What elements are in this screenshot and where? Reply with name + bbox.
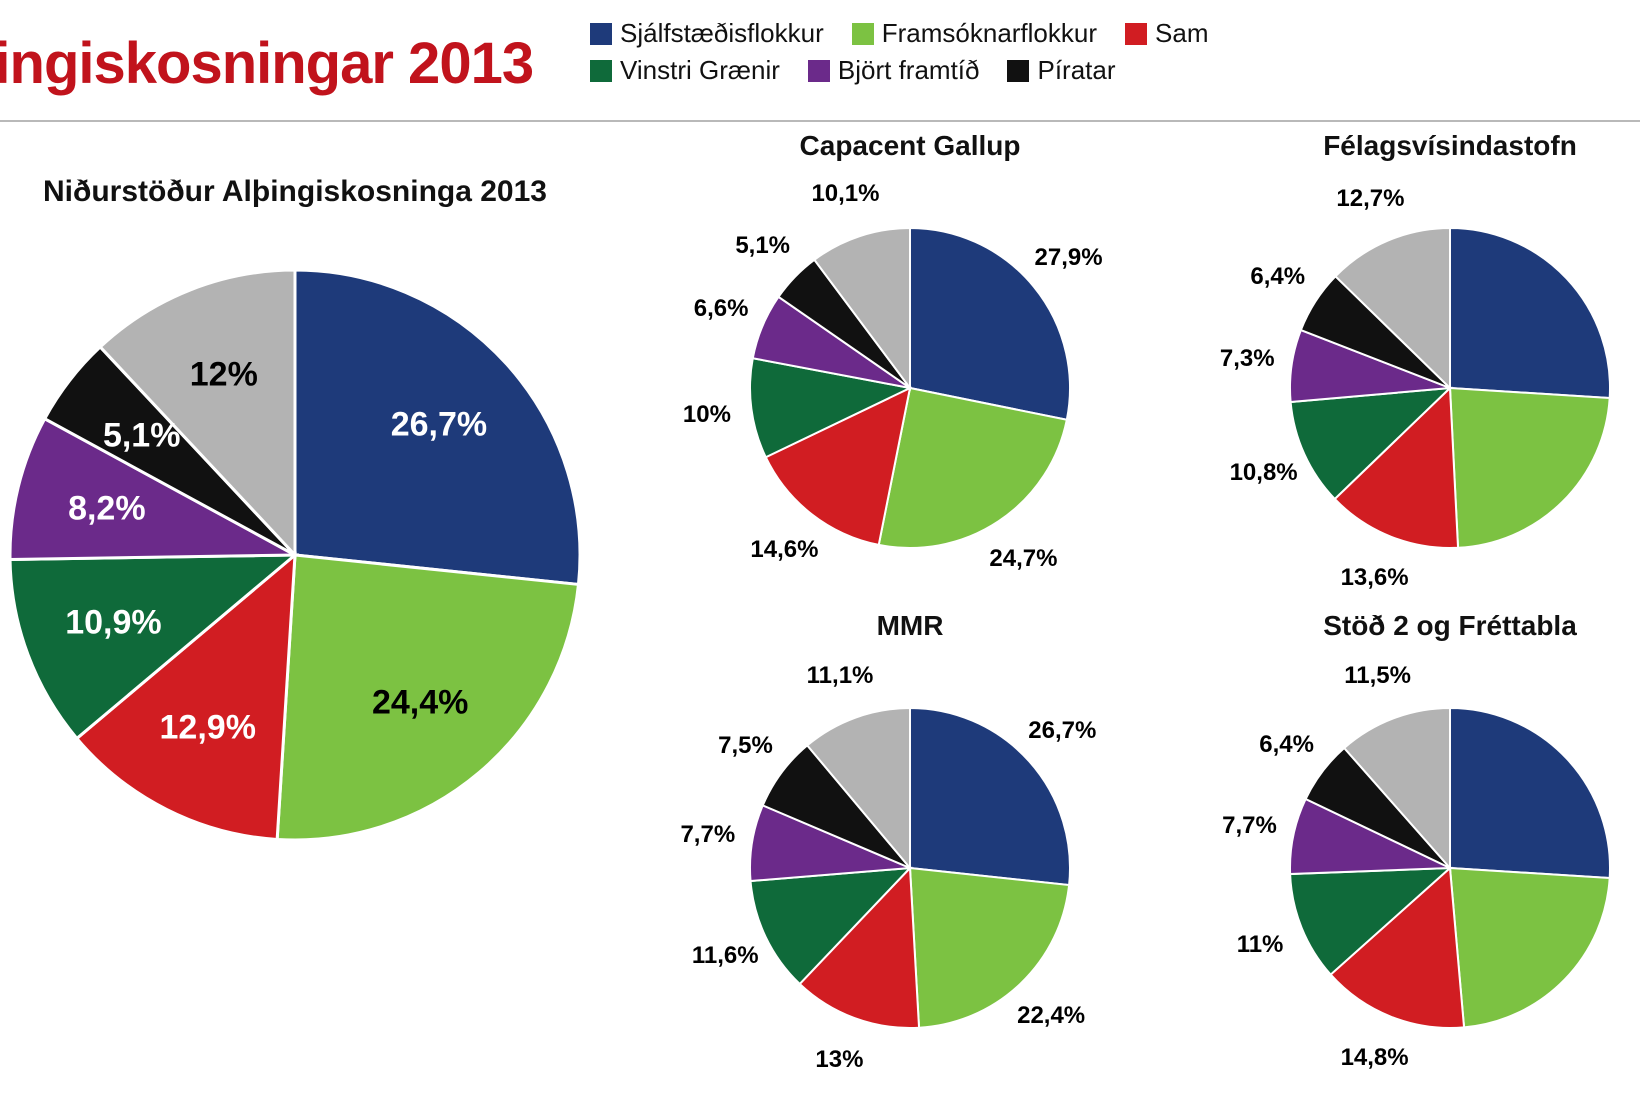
legend-item: Framsóknarflokkur (852, 18, 1097, 49)
pie-svg (10, 225, 580, 885)
legend-label: Sjálfstæðisflokkur (620, 18, 824, 49)
legend-swatch (808, 60, 830, 82)
pie-label: 10,8% (1230, 459, 1298, 487)
pie-label: 10,1% (811, 180, 879, 208)
pie-container: 13,6% 10,8% 7,3% 6,4% 12,7% (1200, 178, 1640, 598)
legend-swatch (852, 23, 874, 45)
legend-item: Sjálfstæðisflokkur (590, 18, 824, 49)
pie-slice (1450, 228, 1610, 398)
pie-container: 14,8% 11% 7,7% 6,4% 11,5% (1200, 658, 1640, 1078)
pie-label: 8,2% (68, 489, 146, 528)
pie-label: 14,6% (750, 536, 818, 564)
pie-label: 7,7% (1222, 812, 1277, 840)
chart-mmr: MMR 26,7% 22,4% 13% 11,6% 7,7% 7,5% 11,1% (660, 610, 1160, 1078)
pie-label: 26,7% (391, 406, 487, 445)
pie-label: 27,9% (1035, 244, 1103, 272)
chart-title: Stöð 2 og Fréttabla (1200, 610, 1640, 642)
pie-label: 7,7% (680, 821, 735, 849)
divider (0, 120, 1640, 122)
pie-label: 22,4% (1017, 1002, 1085, 1030)
pie-slice (1450, 708, 1610, 878)
chart-title: Félagsvísindastofn (1200, 130, 1640, 162)
pie-slice (1450, 868, 1610, 1027)
legend-row-1: Sjálfstæðisflokkur Framsóknarflokkur Sam (590, 18, 1208, 49)
legend-label: Björt framtíð (838, 55, 980, 86)
pie-svg (1200, 178, 1640, 598)
pie-label: 11,1% (807, 662, 874, 690)
chart-title: Niðurstöður Alþingiskosninga 2013 (10, 175, 580, 209)
pie-container: 27,9% 24,7% 14,6% 10% 6,6% 5,1% 10,1% (660, 178, 1160, 598)
pie-container: 26,7% 24,4% 12,9% 10,9% 8,2% 5,1%12% (10, 225, 580, 885)
pie-label: 11,5% (1344, 662, 1411, 690)
pie-label: 14,8% (1341, 1044, 1409, 1072)
pie-label: 12% (190, 355, 258, 394)
legend-swatch (1125, 23, 1147, 45)
legend-item: Björt framtíð (808, 55, 980, 86)
pie-label: 12,7% (1336, 185, 1404, 213)
legend-label: Vinstri Grænir (620, 55, 780, 86)
pie-label: 7,3% (1220, 345, 1275, 373)
chart-gallup: Capacent Gallup 27,9% 24,7% 14,6% 10% 6,6% 5,1… (660, 130, 1160, 598)
chart-title: MMR (660, 610, 1160, 642)
pie-label: 26,7% (1028, 717, 1096, 745)
pie-label: 13% (815, 1046, 863, 1074)
legend-item: Píratar (1007, 55, 1115, 86)
pie-label: 10% (683, 401, 731, 429)
pie-label: 11% (1237, 931, 1284, 959)
pie-svg (1200, 658, 1640, 1078)
legend-row-2: Vinstri Grænir Björt framtíð Píratar (590, 55, 1208, 86)
pie-slice (1450, 388, 1610, 548)
pie-label: 24,7% (989, 545, 1057, 573)
legend-swatch (1007, 60, 1029, 82)
pie-label: 6,4% (1259, 731, 1314, 759)
pie-label: 13,6% (1341, 564, 1409, 592)
pie-label: 6,4% (1250, 263, 1305, 291)
chart-title: Capacent Gallup (660, 130, 1160, 162)
pie-label: 6,6% (694, 295, 749, 323)
chart-main: Niðurstöður Alþingiskosninga 2013 26,7% 24… (10, 175, 580, 885)
legend-item: Vinstri Grænir (590, 55, 780, 86)
legend-label: Sam (1155, 18, 1208, 49)
pie-label: 5,1% (103, 417, 181, 456)
legend-label: Píratar (1037, 55, 1115, 86)
chart-felags: Félagsvísindastofn 13,6% 10,8% 7,3% 6,4% 12,7… (1200, 130, 1640, 598)
pie-label: 11,6% (692, 942, 759, 970)
legend-swatch (590, 60, 612, 82)
page-title: þingiskosningar 2013 (0, 30, 533, 97)
legend-swatch (590, 23, 612, 45)
pie-label: 24,4% (372, 683, 468, 722)
legend-item: Sam (1125, 18, 1208, 49)
pie-label: 5,1% (735, 232, 790, 260)
pie-label: 7,5% (718, 732, 773, 760)
chart-stod2: Stöð 2 og Fréttabla 14,8% 11% 7,7% 6,4% 11,5% (1200, 610, 1640, 1078)
pie-label: 10,9% (65, 603, 161, 642)
pie-label: 12,9% (160, 709, 256, 748)
pie-container: 26,7% 22,4% 13% 11,6% 7,7% 7,5% 11,1% (660, 658, 1160, 1078)
legend-label: Framsóknarflokkur (882, 18, 1097, 49)
legend: Sjálfstæðisflokkur Framsóknarflokkur Sam V… (590, 18, 1208, 86)
